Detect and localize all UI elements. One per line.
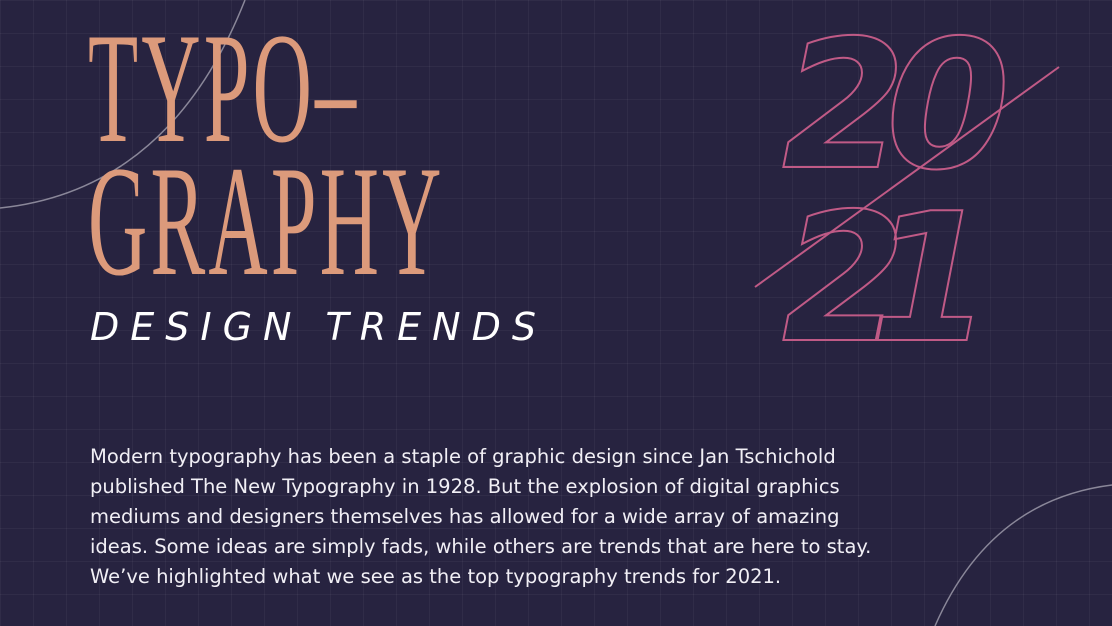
title-line-1: TYPO– bbox=[88, 1, 360, 176]
intro-line: published The New Typography in 1928. Bu… bbox=[90, 475, 840, 498]
intro-line: Modern typography has been a staple of g… bbox=[90, 445, 836, 468]
intro-line: ideas. Some ideas are simply fads, while… bbox=[90, 535, 872, 558]
intro-line: We’ve highlighted what we see as the top… bbox=[90, 565, 782, 588]
intro-line: mediums and designers themselves has all… bbox=[90, 505, 840, 528]
title-line-2: GRAPHY bbox=[88, 134, 445, 309]
year-top-digits: 20 bbox=[782, 2, 1010, 209]
year-bottom-digits: 21 bbox=[782, 175, 992, 382]
arc-bottom-right bbox=[934, 484, 1112, 626]
intro-paragraph: Modern typography has been a staple of g… bbox=[90, 442, 990, 592]
year-slash bbox=[754, 66, 1060, 288]
subtitle: DESIGN TRENDS bbox=[90, 305, 547, 349]
arc-top-left bbox=[0, 0, 246, 209]
